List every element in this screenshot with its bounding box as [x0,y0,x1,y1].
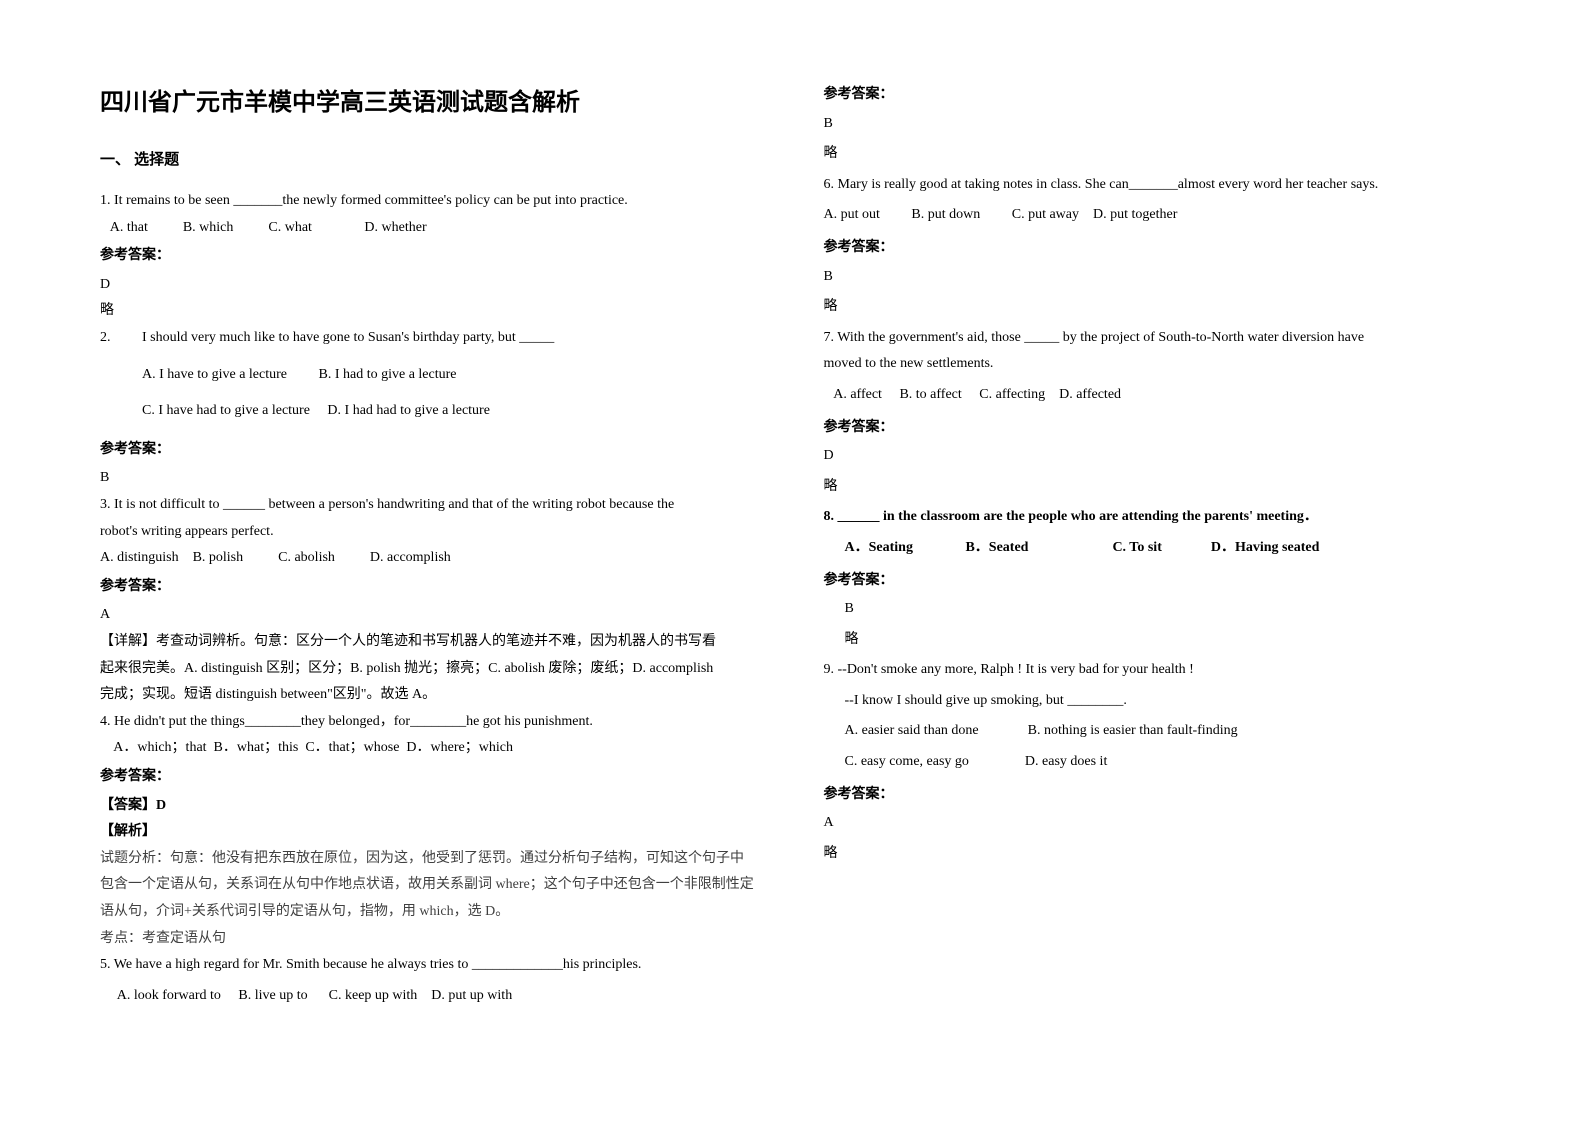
q4-stem: 4. He didn't put the things________they … [100,709,764,736]
answer-label: 参考答案： [100,435,764,462]
omit: 略 [824,474,1488,501]
omit: 略 [100,298,764,325]
q9-options-2: C. easy come, easy go D. easy does it [824,749,1488,776]
answer-label: 参考答案： [824,233,1488,260]
q9-stem-b: --I know I should give up smoking, but _… [824,688,1488,715]
q8-stem: 8. ______ in the classroom are the peopl… [824,504,1488,531]
answer-label: 参考答案： [824,413,1488,440]
q3-explain-3: 完成；实现。短语 distinguish between"区别"。故选 A。 [100,682,764,709]
q3-explain-1: 【详解】考查动词辨析。句意：区分一个人的笔迹和书写机器人的笔迹并不难，因为机器人… [100,629,764,656]
q3-stem-b: robot's writing appears perfect. [100,519,764,546]
q2-options-a: A. I have to give a lecture B. I had to … [100,362,764,389]
q2-stem: 2. I should very much like to have gone … [100,325,764,352]
q6-options: A. put out B. put down C. put away D. pu… [824,202,1488,229]
q7-stem-b: moved to the new settlements. [824,351,1488,378]
omit: 略 [824,294,1488,321]
q4-answer: 【答案】D [100,793,764,820]
q4-options: A．which；that B．what；this C．that；whose D．… [100,735,764,762]
q3-stem-a: 3. It is not difficult to ______ between… [100,492,764,519]
omit: 略 [824,627,1488,654]
answer-label: 参考答案： [824,566,1488,593]
q3-options: A. distinguish B. polish C. abolish D. a… [100,545,764,572]
q1-options: A. that B. which C. what D. whether [100,215,764,242]
q8-answer: B [824,596,1488,623]
q4-explain-1: 试题分析：句意：他没有把东西放在原位，因为这，他受到了惩罚。通过分析句子结构，可… [100,846,764,873]
q6-answer: B [824,264,1488,291]
q9-options-1: A. easier said than done B. nothing is e… [824,718,1488,745]
answer-label: 参考答案： [100,241,764,268]
q5-stem: 5. We have a high regard for Mr. Smith b… [100,952,764,979]
answer-label: 参考答案： [100,762,764,789]
q4-explain-3: 语从句，介词+关系代词引导的定语从句，指物，用 which，选 D。 [100,899,764,926]
q5-answer: B [824,111,1488,138]
q2-answer: B [100,465,764,492]
q7-answer: D [824,443,1488,470]
q1-answer: D [100,272,764,299]
q4-explain-2: 包含一个定语从句，关系词在从句中作地点状语，故用关系副词 where；这个句子中… [100,872,764,899]
q4-explain-label: 【解析】 [100,819,764,846]
q7-stem-a: 7. With the government's aid, those ____… [824,325,1488,352]
q4-explain-4: 考点：考查定语从句 [100,926,764,953]
q3-answer: A [100,602,764,629]
q2-options-b: C. I have had to give a lecture D. I had… [100,398,764,425]
answer-label: 参考答案： [100,572,764,599]
q5-options: A. look forward to B. live up to C. keep… [100,983,764,1010]
q3-explain-2: 起来很完美。A. distinguish 区别；区分；B. polish 抛光；… [100,656,764,683]
left-column: 四川省广元市羊模中学高三英语测试题含解析 一、 选择题 1. It remain… [100,80,764,1082]
omit: 略 [824,841,1488,868]
doc-title: 四川省广元市羊模中学高三英语测试题含解析 [100,80,764,126]
omit: 略 [824,141,1488,168]
q7-options: A. affect B. to affect C. affecting D. a… [824,382,1488,409]
answer-label: 参考答案： [824,780,1488,807]
q1-stem: 1. It remains to be seen _______the newl… [100,188,764,215]
q8-options: A．Seating B．Seated C. To sit D．Having se… [824,535,1488,562]
answer-label: 参考答案： [824,80,1488,107]
q6-stem: 6. Mary is really good at taking notes i… [824,172,1488,199]
q9-stem-a: 9. --Don't smoke any more, Ralph ! It is… [824,657,1488,684]
q9-answer: A [824,810,1488,837]
right-column: 参考答案： B 略 6. Mary is really good at taki… [824,80,1488,1082]
section-heading: 一、 选择题 [100,146,764,175]
